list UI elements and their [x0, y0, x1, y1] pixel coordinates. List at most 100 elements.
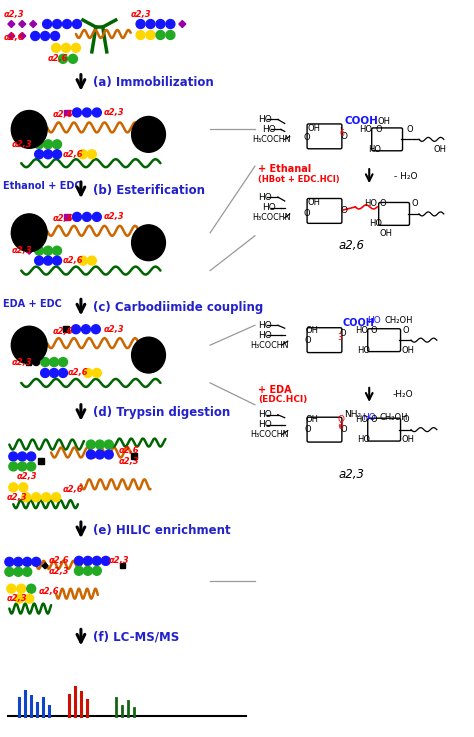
Circle shape	[91, 325, 100, 334]
Text: CH₂OH: CH₂OH	[379, 413, 408, 422]
Text: OH: OH	[306, 415, 319, 425]
Circle shape	[156, 30, 165, 40]
Text: HO: HO	[258, 331, 272, 340]
Circle shape	[50, 357, 59, 366]
Text: O: O	[402, 415, 409, 425]
Text: α2,3: α2,3	[6, 493, 27, 502]
Polygon shape	[26, 141, 33, 148]
Text: (b) Esterification: (b) Esterification	[93, 184, 205, 197]
Text: O: O	[375, 125, 382, 134]
Text: (c) Carbodiimide coupling: (c) Carbodiimide coupling	[93, 301, 263, 314]
Text: α2,6: α2,6	[48, 55, 69, 63]
Circle shape	[44, 246, 53, 255]
Text: Ethanol + EDC: Ethanol + EDC	[3, 181, 82, 191]
Text: a2,6: a2,6	[338, 240, 365, 252]
Text: 6: 6	[339, 129, 344, 138]
Text: HO: HO	[262, 125, 275, 134]
Text: HO: HO	[258, 115, 272, 124]
Circle shape	[78, 256, 87, 265]
Text: (f) LC-MS/MS: (f) LC-MS/MS	[93, 631, 179, 644]
Text: NH₂: NH₂	[345, 411, 362, 419]
Ellipse shape	[11, 326, 47, 364]
Circle shape	[22, 493, 31, 502]
Circle shape	[78, 150, 87, 158]
Circle shape	[52, 43, 61, 52]
Text: OH: OH	[306, 326, 319, 335]
Text: O: O	[340, 425, 347, 434]
Text: α2,6: α2,6	[63, 485, 83, 494]
Text: (HBot + EDC.HCl): (HBot + EDC.HCl)	[258, 175, 339, 184]
Circle shape	[82, 212, 91, 221]
Text: HO: HO	[262, 203, 275, 212]
Circle shape	[59, 368, 67, 377]
Text: O: O	[412, 200, 419, 209]
Circle shape	[146, 30, 155, 40]
Circle shape	[73, 20, 82, 29]
Circle shape	[41, 368, 50, 377]
Text: HO: HO	[258, 321, 272, 329]
Circle shape	[44, 150, 53, 158]
Circle shape	[50, 368, 59, 377]
Circle shape	[104, 450, 113, 459]
Text: OH: OH	[377, 117, 390, 126]
Text: α2,3: α2,3	[49, 567, 70, 576]
Circle shape	[25, 594, 34, 603]
Text: α2,3: α2,3	[11, 140, 32, 149]
Circle shape	[82, 108, 91, 117]
Circle shape	[19, 483, 28, 492]
Circle shape	[27, 462, 36, 471]
Circle shape	[63, 20, 72, 29]
Text: α2,3: α2,3	[6, 594, 27, 603]
Text: α2,6: α2,6	[39, 587, 60, 596]
Circle shape	[53, 140, 62, 149]
Circle shape	[136, 20, 145, 29]
Text: OH: OH	[308, 124, 320, 133]
Circle shape	[73, 108, 82, 117]
Circle shape	[146, 20, 155, 29]
Text: HO: HO	[368, 144, 381, 154]
Circle shape	[41, 32, 50, 41]
Circle shape	[83, 566, 92, 576]
Circle shape	[9, 462, 18, 471]
Circle shape	[101, 556, 110, 565]
Circle shape	[5, 557, 14, 566]
Text: α2,3: α2,3	[11, 357, 32, 366]
Circle shape	[53, 20, 62, 29]
Text: α2,3: α2,3	[118, 457, 139, 466]
Text: α2,3: α2,3	[104, 108, 124, 117]
Text: H₃COCHN: H₃COCHN	[250, 430, 288, 439]
Circle shape	[87, 256, 96, 265]
Text: O: O	[340, 132, 347, 141]
Circle shape	[92, 566, 101, 576]
Circle shape	[82, 325, 91, 334]
Circle shape	[166, 30, 175, 40]
Text: HO: HO	[364, 200, 377, 209]
Text: α2,6: α2,6	[49, 556, 70, 565]
Circle shape	[41, 357, 50, 366]
Circle shape	[43, 20, 52, 29]
Text: α2,3: α2,3	[16, 472, 37, 481]
Circle shape	[27, 452, 36, 461]
Text: (a) Immobilization: (a) Immobilization	[93, 76, 214, 89]
Circle shape	[74, 566, 83, 576]
Text: (EDC.HCl): (EDC.HCl)	[258, 395, 307, 405]
Text: α2,3: α2,3	[104, 325, 124, 334]
Text: H₃COCHN: H₃COCHN	[252, 214, 291, 223]
Text: α2,3: α2,3	[131, 10, 151, 18]
Text: HO: HO	[359, 125, 372, 134]
Text: α2,6: α2,6	[63, 150, 83, 158]
Circle shape	[27, 584, 36, 593]
Text: HO: HO	[356, 326, 368, 335]
Bar	[131, 453, 137, 459]
Bar	[64, 214, 70, 220]
Text: HO: HO	[357, 435, 370, 444]
Circle shape	[18, 452, 27, 461]
Circle shape	[53, 246, 62, 255]
Ellipse shape	[11, 214, 47, 252]
Text: 3: 3	[338, 422, 343, 431]
Circle shape	[35, 246, 44, 255]
Text: O: O	[402, 326, 409, 335]
Text: O: O	[370, 326, 377, 335]
Text: α2,6: α2,6	[3, 33, 24, 43]
Text: O: O	[337, 415, 345, 425]
